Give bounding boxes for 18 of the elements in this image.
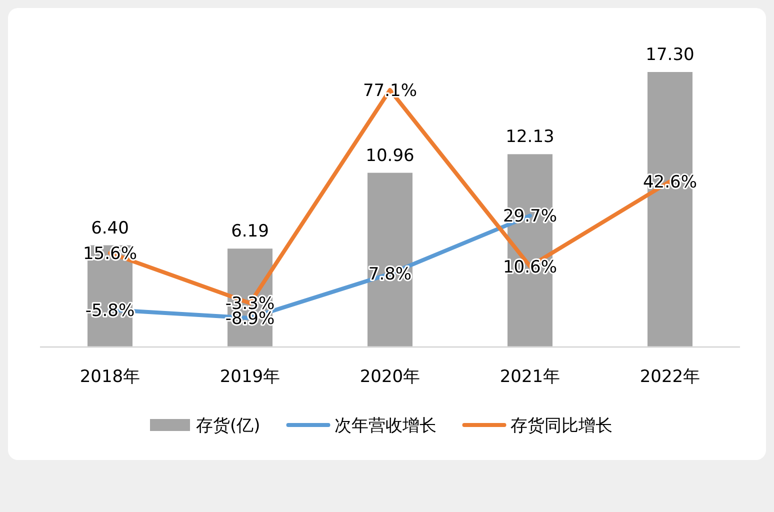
data-label: 7.8% xyxy=(368,264,412,285)
x-tick-label: 2019年 xyxy=(220,367,280,387)
data-label: 17.30 xyxy=(646,45,694,65)
legend-label: 次年营收增长 xyxy=(334,416,436,436)
x-tick-label: 2021年 xyxy=(500,367,560,387)
legend-label: 存货同比增长 xyxy=(510,416,612,436)
data-label: 10.6% xyxy=(502,257,558,278)
x-tick-label: 2018年 xyxy=(80,367,140,387)
data-label: 10.96 xyxy=(366,146,414,166)
legend-label: 存货(亿) xyxy=(196,416,260,436)
data-label: 12.13 xyxy=(506,127,554,148)
data-label: 6.19 xyxy=(231,222,269,242)
data-label: 6.40 xyxy=(91,218,129,238)
x-tick-label: 2022年 xyxy=(640,367,700,387)
data-label: -5.8% xyxy=(85,300,135,321)
x-tick-label: 2020年 xyxy=(360,367,420,387)
data-label: 29.7% xyxy=(502,206,558,227)
bar xyxy=(368,172,412,347)
